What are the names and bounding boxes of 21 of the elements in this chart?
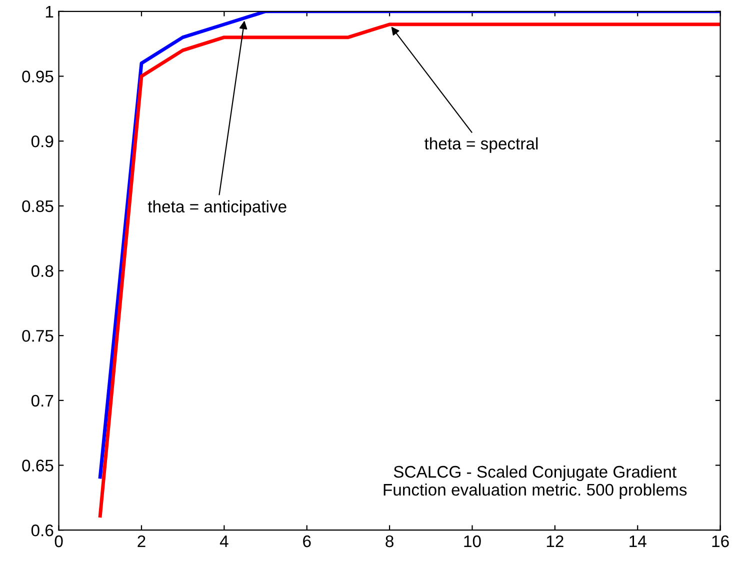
- annotation: theta = spectral: [424, 137, 538, 153]
- x-tick-label: 16: [712, 535, 729, 548]
- y-tick-label: 0.95: [22, 70, 54, 82]
- x-tick-label: 4: [220, 536, 228, 548]
- y-tick-label: 0.8: [31, 265, 54, 277]
- y-tick-label: 0.65: [22, 460, 54, 472]
- y-tick-label: 0.6: [31, 524, 54, 536]
- annotation: SCALCG - Scaled Conjugate Gradient Function evaluation metric. 500 problems: [384, 465, 687, 499]
- y-tick-label: 1: [46, 6, 54, 18]
- annotation: theta = anticipative: [148, 200, 286, 216]
- y-tick-label: 0.75: [22, 330, 54, 342]
- x-tick-label: 2: [138, 535, 146, 548]
- x-tick-label: 6: [303, 535, 311, 548]
- y-tick-label: 0.85: [22, 200, 54, 212]
- x-tick-label: 14: [630, 536, 646, 548]
- x-tick-label: 0: [54, 535, 63, 548]
- x-tick-label: 12: [546, 535, 564, 548]
- y-tick-label: 0.7: [31, 394, 54, 407]
- y-tick-label: 0.9: [31, 135, 54, 148]
- x-tick-label: 10: [464, 535, 481, 548]
- x-tick-label: 8: [386, 535, 394, 548]
